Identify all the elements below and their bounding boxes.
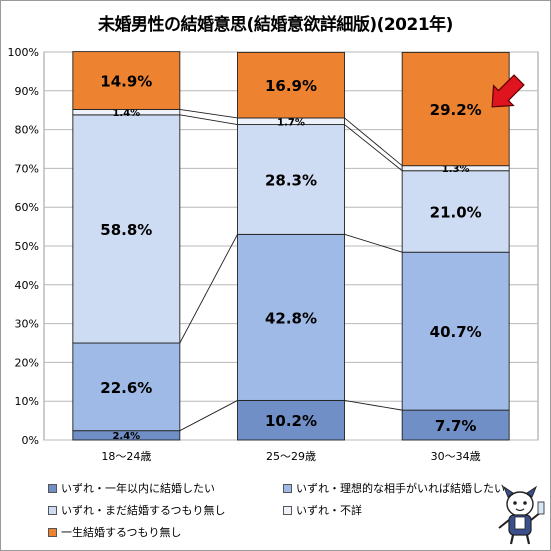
y-tick-label: 80% bbox=[15, 124, 39, 137]
mascot-icon bbox=[498, 485, 545, 545]
data-label: 21.0% bbox=[430, 203, 482, 221]
bar-segment bbox=[72, 342, 181, 432]
legend-label-4: いずれ・不詳 bbox=[296, 504, 362, 517]
legend-swatch-4 bbox=[283, 505, 292, 515]
legend-item-2: いずれ・理想的な相手がいれば結婚したい bbox=[283, 480, 505, 496]
legend-label-2: いずれ・理想的な相手がいれば結婚したい bbox=[296, 482, 505, 495]
data-label: 10.2% bbox=[265, 412, 317, 430]
legend-item-3: いずれ・まだ結婚するつもり無し bbox=[48, 502, 226, 518]
legend-label-1: いずれ・一年以内に結婚したい bbox=[61, 482, 215, 495]
y-tick-label: 20% bbox=[15, 356, 39, 369]
y-tick-label: 40% bbox=[15, 279, 39, 292]
legend-label-5: 一生結婚するつもり無し bbox=[61, 526, 182, 539]
series-connector bbox=[179, 234, 238, 344]
data-label: 22.6% bbox=[100, 379, 152, 397]
data-label: 28.3% bbox=[265, 171, 317, 189]
legend-swatch-1 bbox=[48, 483, 57, 493]
y-tick-label: 10% bbox=[15, 395, 39, 408]
bar-segment bbox=[401, 251, 510, 411]
data-label: 1.3% bbox=[442, 164, 470, 175]
chart-title: 未婚男性の結婚意思(結婚意欲詳細版)(2021年) bbox=[98, 15, 453, 35]
series-connector bbox=[344, 399, 403, 411]
series-connector bbox=[179, 400, 238, 432]
data-label: 58.8% bbox=[100, 221, 152, 239]
legend-label-3: いずれ・まだ結婚するつもり無し bbox=[61, 504, 226, 517]
legend-swatch-2 bbox=[283, 483, 292, 493]
legend-swatch-3 bbox=[48, 505, 57, 515]
data-label: 42.8% bbox=[265, 309, 317, 327]
y-tick-label: 50% bbox=[15, 240, 39, 253]
y-tick-label: 90% bbox=[15, 85, 39, 98]
x-tick-label: 18〜24歳 bbox=[101, 450, 151, 463]
x-tick-label: 25〜29歳 bbox=[266, 450, 316, 463]
x-tick-label: 30〜34歳 bbox=[431, 450, 481, 463]
y-tick-label: 0% bbox=[22, 434, 39, 447]
bar-segment bbox=[401, 170, 510, 253]
bar-segment bbox=[401, 51, 510, 167]
data-label: 14.9% bbox=[100, 73, 152, 91]
bar-segment bbox=[237, 233, 345, 401]
bar-segment bbox=[237, 51, 345, 119]
series-connector bbox=[344, 117, 403, 167]
data-label: 2.4% bbox=[112, 431, 140, 442]
data-label: 1.4% bbox=[112, 108, 140, 119]
series-connector bbox=[344, 233, 403, 253]
series-connector bbox=[179, 114, 238, 125]
red-arrow-shape bbox=[491, 74, 525, 108]
y-tick-label: 100% bbox=[8, 46, 39, 59]
y-tick-label: 70% bbox=[15, 162, 39, 175]
legend-item-1: いずれ・一年以内に結婚したい bbox=[48, 480, 215, 496]
legend-swatch-5 bbox=[48, 527, 57, 537]
data-label: 16.9% bbox=[265, 77, 317, 95]
legend-item-5: 一生結婚するつもり無し bbox=[48, 524, 182, 540]
legend-item-4: いずれ・不詳 bbox=[283, 502, 362, 518]
bar-segment bbox=[401, 409, 510, 441]
data-label: 1.7% bbox=[277, 117, 305, 128]
data-label: 29.2% bbox=[430, 101, 482, 119]
y-tick-label: 60% bbox=[15, 201, 39, 214]
series-connector bbox=[179, 108, 238, 119]
bar-segment bbox=[237, 124, 345, 235]
data-label: 7.7% bbox=[435, 417, 477, 435]
y-tick-label: 30% bbox=[15, 318, 39, 331]
data-label: 40.7% bbox=[430, 323, 482, 341]
series-connector bbox=[344, 124, 403, 172]
bar-segment bbox=[72, 51, 181, 110]
red-arrow-icon bbox=[491, 74, 525, 108]
bar-segment bbox=[72, 114, 181, 344]
